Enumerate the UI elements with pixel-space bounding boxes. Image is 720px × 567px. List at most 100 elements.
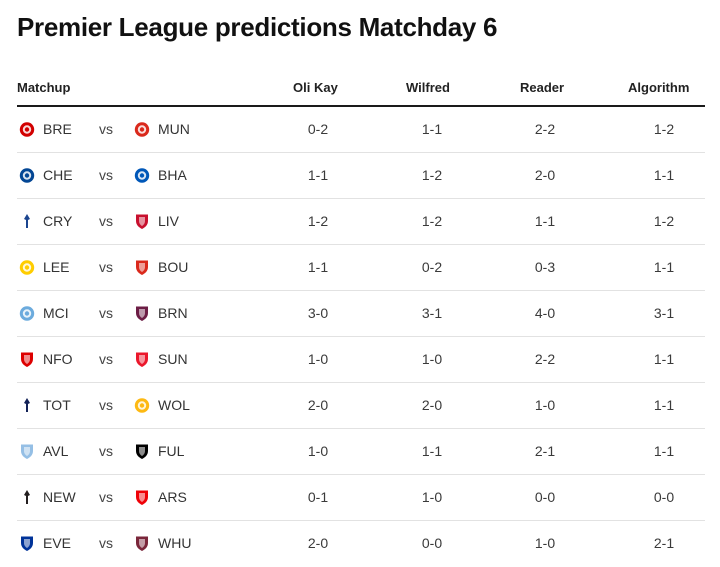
- brentford-crest-icon: [19, 121, 35, 138]
- prediction-wilfred: 0-0: [421, 535, 443, 551]
- away-team: LIV: [158, 213, 180, 229]
- crystal-palace-crest-icon: [19, 213, 35, 230]
- chelsea-crest-icon: [19, 167, 35, 184]
- prediction-algorithm: 1-1: [653, 443, 675, 459]
- prediction-wilfred: 2-0: [421, 397, 443, 413]
- prediction-wilfred: 1-1: [421, 443, 443, 459]
- page-title: Premier League predictions Matchday 6: [17, 12, 498, 42]
- table-row: MCI vs BRN 3-0 3-1 4-0 3-1: [17, 291, 705, 337]
- home-team: CRY: [43, 213, 73, 229]
- prediction-wilfred: 0-2: [421, 259, 443, 275]
- table-row: BRE vs MUN 0-2 1-1 2-2 1-2: [17, 107, 705, 153]
- prediction-wilfred: 1-0: [421, 489, 443, 505]
- prediction-reader: 2-2: [534, 351, 556, 367]
- prediction-oli-kay: 1-0: [307, 443, 329, 459]
- prediction-algorithm: 3-1: [653, 305, 675, 321]
- away-team: FUL: [158, 443, 185, 459]
- header-algorithm: Algorithm: [628, 80, 690, 95]
- prediction-reader: 2-2: [534, 121, 556, 137]
- away-team: WOL: [158, 397, 190, 413]
- home-team: TOT: [43, 397, 71, 413]
- prediction-oli-kay: 2-0: [307, 397, 329, 413]
- prediction-reader: 0-3: [534, 259, 556, 275]
- prediction-oli-kay: 0-2: [307, 121, 329, 137]
- away-team: BOU: [158, 259, 189, 275]
- home-team: NFO: [43, 351, 73, 367]
- prediction-algorithm: 1-1: [653, 259, 675, 275]
- prediction-wilfred: 1-1: [421, 121, 443, 137]
- prediction-algorithm: 1-1: [653, 351, 675, 367]
- liverpool-crest-icon: [134, 213, 150, 230]
- home-team: LEE: [43, 259, 70, 275]
- prediction-wilfred: 1-2: [421, 213, 443, 229]
- brighton-crest-icon: [134, 167, 150, 184]
- manchester-united-crest-icon: [134, 121, 150, 138]
- prediction-reader: 1-1: [534, 213, 556, 229]
- home-team: EVE: [43, 535, 72, 551]
- away-team: MUN: [158, 121, 190, 137]
- prediction-reader: 1-0: [534, 397, 556, 413]
- home-team: AVL: [43, 443, 69, 459]
- vs-label: vs: [99, 443, 113, 459]
- prediction-oli-kay: 2-0: [307, 535, 329, 551]
- table-row: CHE vs BHA 1-1 1-2 2-0 1-1: [17, 153, 705, 199]
- vs-label: vs: [99, 305, 113, 321]
- vs-label: vs: [99, 489, 113, 505]
- table-row: NFO vs SUN 1-0 1-0 2-2 1-1: [17, 337, 705, 383]
- prediction-oli-kay: 1-1: [307, 259, 329, 275]
- prediction-algorithm: 1-2: [653, 213, 675, 229]
- vs-label: vs: [99, 397, 113, 413]
- prediction-reader: 4-0: [534, 305, 556, 321]
- newcastle-crest-icon: [19, 489, 35, 506]
- west-ham-crest-icon: [134, 535, 150, 552]
- prediction-algorithm: 1-2: [653, 121, 675, 137]
- predictions-table: Matchup Oli Kay Wilfred Reader Algorithm…: [17, 70, 705, 566]
- away-team: BRN: [158, 305, 188, 321]
- wolves-crest-icon: [134, 397, 150, 414]
- fulham-crest-icon: [134, 443, 150, 460]
- prediction-reader: 2-0: [534, 167, 556, 183]
- prediction-wilfred: 3-1: [421, 305, 443, 321]
- vs-label: vs: [99, 259, 113, 275]
- prediction-reader: 0-0: [534, 489, 556, 505]
- arsenal-crest-icon: [134, 489, 150, 506]
- away-team: WHU: [158, 535, 192, 551]
- prediction-algorithm: 0-0: [653, 489, 675, 505]
- prediction-oli-kay: 3-0: [307, 305, 329, 321]
- prediction-reader: 1-0: [534, 535, 556, 551]
- table-row: NEW vs ARS 0-1 1-0 0-0 0-0: [17, 475, 705, 521]
- prediction-algorithm: 2-1: [653, 535, 675, 551]
- away-team: ARS: [158, 489, 187, 505]
- header-wilfred: Wilfred: [406, 80, 450, 95]
- table-row: EVE vs WHU 2-0 0-0 1-0 2-1: [17, 521, 705, 566]
- home-team: CHE: [43, 167, 73, 183]
- burnley-crest-icon: [134, 305, 150, 322]
- prediction-oli-kay: 1-0: [307, 351, 329, 367]
- vs-label: vs: [99, 351, 113, 367]
- prediction-algorithm: 1-1: [653, 397, 675, 413]
- prediction-oli-kay: 1-2: [307, 213, 329, 229]
- prediction-oli-kay: 1-1: [307, 167, 329, 183]
- bournemouth-crest-icon: [134, 259, 150, 276]
- vs-label: vs: [99, 213, 113, 229]
- away-team: BHA: [158, 167, 187, 183]
- nottingham-forest-crest-icon: [19, 351, 35, 368]
- aston-villa-crest-icon: [19, 443, 35, 460]
- header-reader: Reader: [520, 80, 565, 95]
- table-row: LEE vs BOU 1-1 0-2 0-3 1-1: [17, 245, 705, 291]
- prediction-reader: 2-1: [534, 443, 556, 459]
- table-row: CRY vs LIV 1-2 1-2 1-1 1-2: [17, 199, 705, 245]
- prediction-oli-kay: 0-1: [307, 489, 329, 505]
- prediction-algorithm: 1-1: [653, 167, 675, 183]
- table-row: AVL vs FUL 1-0 1-1 2-1 1-1: [17, 429, 705, 475]
- vs-label: vs: [99, 535, 113, 551]
- home-team: MCI: [43, 305, 69, 321]
- table-row: TOT vs WOL 2-0 2-0 1-0 1-1: [17, 383, 705, 429]
- vs-label: vs: [99, 167, 113, 183]
- leeds-crest-icon: [19, 259, 35, 276]
- table-body: BRE vs MUN 0-2 1-1 2-2 1-2 CHE vs BHA 1-1 1-2 2-0 1-1…: [17, 107, 705, 566]
- tottenham-crest-icon: [19, 397, 35, 414]
- vs-label: vs: [99, 121, 113, 137]
- sunderland-crest-icon: [134, 351, 150, 368]
- prediction-wilfred: 1-0: [421, 351, 443, 367]
